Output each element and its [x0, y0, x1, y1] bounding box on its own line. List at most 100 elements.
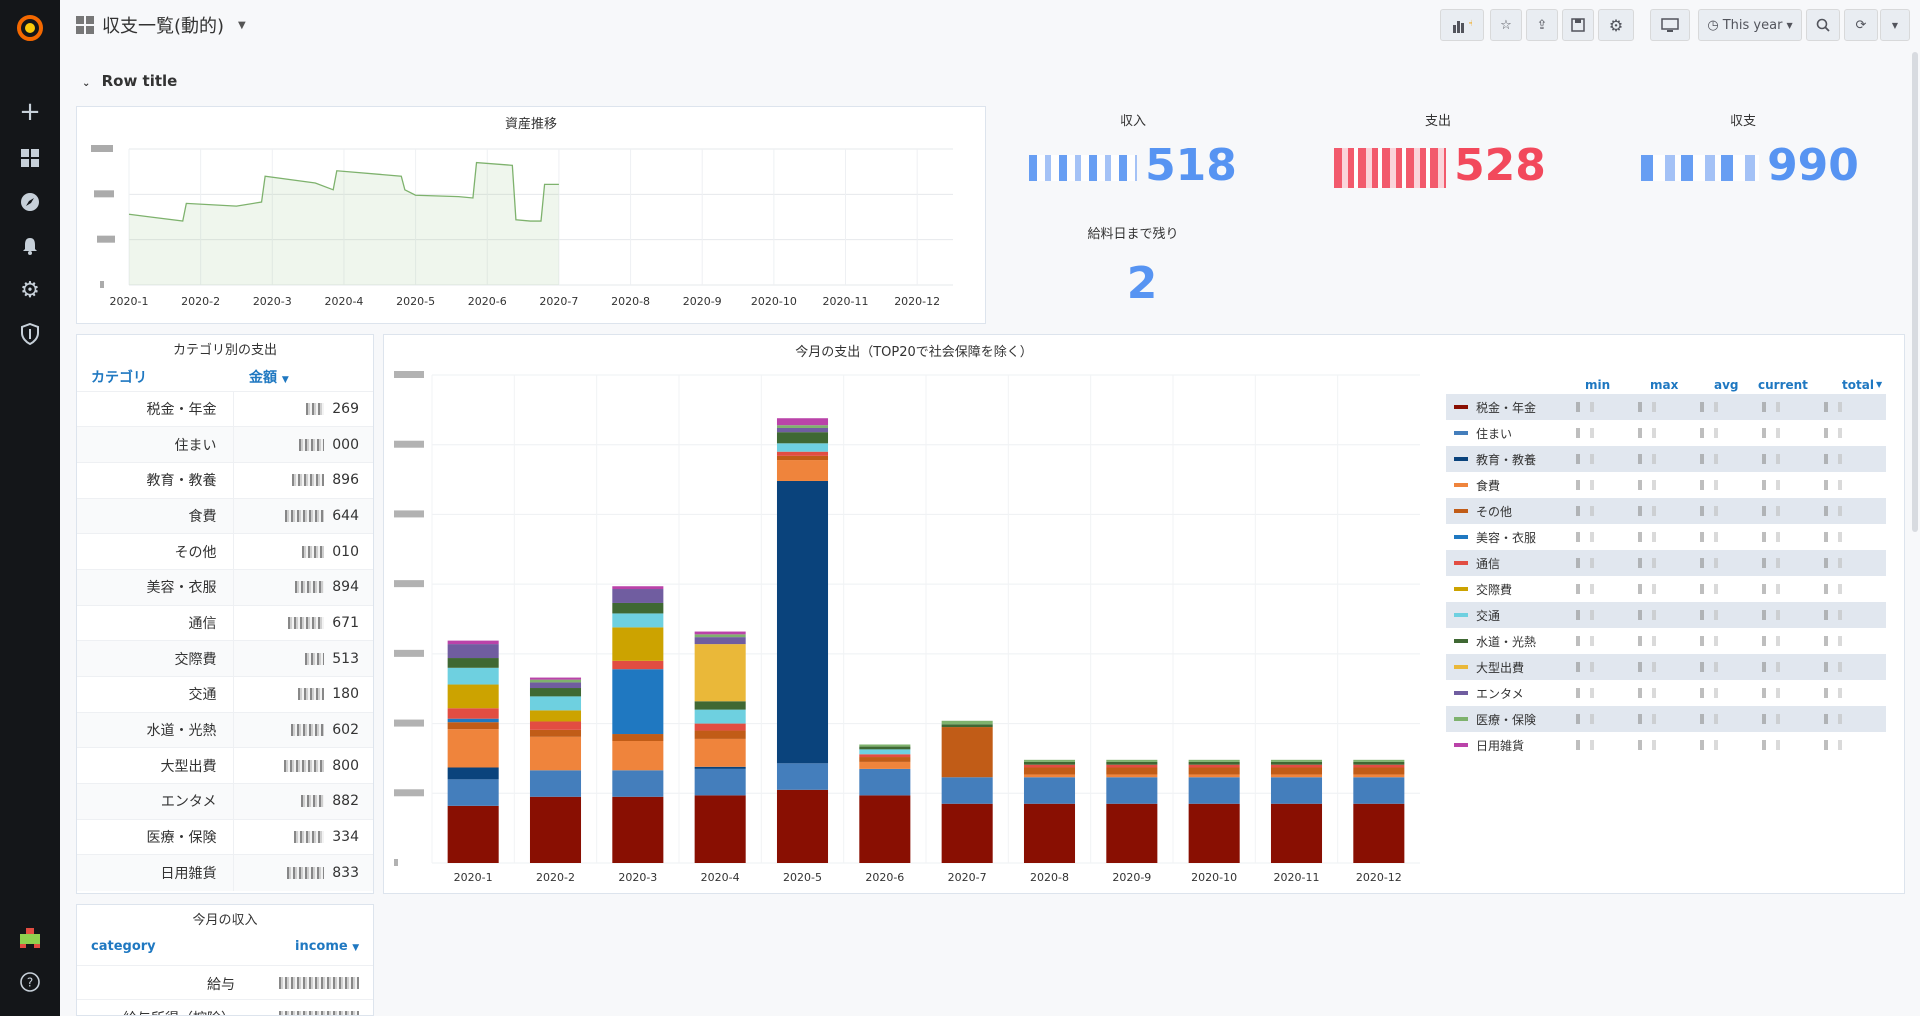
bar-segment[interactable] — [447, 667, 499, 685]
legend-item[interactable]: 日用雑貨 — [1446, 732, 1886, 758]
monthly-income-panel-title[interactable]: 今月の収入 — [192, 913, 258, 928]
bar-segment[interactable] — [1188, 803, 1240, 863]
plus-icon[interactable]: + — [19, 97, 41, 127]
bar-segment[interactable] — [941, 777, 993, 804]
bar-segment[interactable] — [941, 803, 993, 863]
bar-segment[interactable] — [1023, 767, 1076, 775]
category-column-header[interactable]: カテゴリ — [77, 363, 233, 391]
bar-segment[interactable] — [529, 682, 582, 689]
bar-segment[interactable] — [529, 729, 582, 737]
bar-segment[interactable] — [1188, 774, 1240, 778]
bar-segment[interactable] — [1188, 777, 1240, 804]
bar-segment[interactable] — [1353, 803, 1405, 863]
bar-segment[interactable] — [447, 708, 499, 719]
bar-segment[interactable] — [1353, 759, 1405, 762]
bar-segment[interactable] — [612, 741, 664, 771]
bar-segment[interactable] — [694, 644, 746, 702]
row-title[interactable]: ⌄ Row title — [82, 72, 177, 90]
bar-segment[interactable] — [529, 736, 582, 771]
bar-segment[interactable] — [1188, 767, 1240, 775]
bar-segment[interactable] — [447, 644, 499, 659]
bar-segment[interactable] — [1270, 767, 1323, 775]
bar-segment[interactable] — [1270, 777, 1323, 804]
bar-segment[interactable] — [1023, 759, 1076, 762]
bar-segment[interactable] — [694, 637, 746, 645]
bar-segment[interactable] — [447, 684, 499, 709]
time-range-picker[interactable]: ◷ This year ▼ — [1698, 9, 1802, 41]
bar-segment[interactable] — [1023, 774, 1076, 778]
bar-segment[interactable] — [1353, 764, 1405, 768]
bar-segment[interactable] — [694, 730, 746, 739]
bar-segment[interactable] — [776, 460, 829, 481]
bar-segment[interactable] — [859, 761, 911, 769]
avatar[interactable] — [0, 918, 60, 958]
bar-segment[interactable] — [1270, 764, 1323, 768]
legend-item[interactable]: 通信 — [1446, 550, 1886, 576]
legend-header-current[interactable]: current — [1758, 378, 1808, 392]
bar-segment[interactable] — [859, 749, 911, 755]
bar-segment[interactable] — [1270, 759, 1323, 762]
bar-segment[interactable] — [1188, 761, 1240, 765]
gear-icon[interactable]: ⚙ — [20, 277, 40, 303]
bar-segment[interactable] — [447, 767, 499, 780]
bar-segment[interactable] — [612, 589, 664, 603]
bar-segment[interactable] — [694, 709, 746, 724]
income-amount-header[interactable]: income ▼ — [295, 939, 359, 954]
legend-item[interactable]: 税金・年金 — [1446, 394, 1886, 420]
bar-segment[interactable] — [529, 710, 582, 722]
dashboards-icon[interactable] — [0, 138, 60, 178]
bar-segment[interactable] — [612, 627, 664, 661]
bar-segment[interactable] — [447, 722, 499, 730]
legend-item[interactable]: 交際費 — [1446, 576, 1886, 602]
bar-segment[interactable] — [776, 455, 829, 461]
bar-segment[interactable] — [1023, 803, 1076, 863]
tv-mode-button[interactable] — [1650, 9, 1690, 41]
bar-segment[interactable] — [859, 746, 911, 750]
refresh-button[interactable]: ⟳ — [1844, 9, 1878, 41]
bar-segment[interactable] — [941, 724, 993, 728]
bar-segment[interactable] — [612, 660, 664, 670]
bar-segment[interactable] — [776, 427, 829, 433]
bar-segment[interactable] — [694, 766, 746, 769]
bar-segment[interactable] — [859, 795, 911, 863]
bar-segment[interactable] — [447, 805, 499, 863]
bar-segment[interactable] — [447, 718, 499, 723]
legend-item[interactable]: 教育・教養 — [1446, 446, 1886, 472]
bar-segment[interactable] — [1023, 777, 1076, 804]
monthly-expense-panel-title[interactable]: 今月の支出（TOP20で社会保障を除く） — [795, 345, 1033, 360]
bar-segment[interactable] — [776, 480, 829, 764]
bar-segment[interactable] — [859, 754, 911, 758]
star-button[interactable]: ☆ — [1490, 9, 1522, 41]
legend-item[interactable]: 医療・保険 — [1446, 706, 1886, 732]
legend-item[interactable]: 美容・衣服 — [1446, 524, 1886, 550]
legend-header-total[interactable]: total — [1842, 378, 1874, 392]
bar-segment[interactable] — [1353, 767, 1405, 775]
bar-segment[interactable] — [694, 723, 746, 731]
bar-segment[interactable] — [529, 770, 582, 797]
bar-segment[interactable] — [529, 679, 582, 683]
save-button[interactable] — [1562, 9, 1594, 41]
legend-item[interactable]: 大型出費 — [1446, 654, 1886, 680]
bar-segment[interactable] — [694, 631, 746, 635]
bar-segment[interactable] — [694, 795, 746, 863]
bar-segment[interactable] — [776, 763, 829, 790]
bar-segment[interactable] — [776, 443, 829, 452]
bar-segment[interactable] — [776, 418, 829, 426]
bar-segment[interactable] — [529, 796, 582, 863]
bar-segment[interactable] — [776, 432, 829, 444]
bar-segment[interactable] — [1353, 774, 1405, 778]
refresh-interval-dropdown[interactable]: ▼ — [1880, 9, 1910, 41]
income-category-header[interactable]: category — [91, 939, 156, 954]
bar-segment[interactable] — [612, 796, 664, 863]
bar-segment[interactable] — [612, 770, 664, 797]
bar-segment[interactable] — [447, 729, 499, 768]
bar-segment[interactable] — [1106, 759, 1158, 762]
zoom-out-button[interactable] — [1806, 9, 1840, 41]
bar-segment[interactable] — [694, 768, 746, 796]
bar-segment[interactable] — [1270, 761, 1323, 765]
legend-item[interactable]: 水道・光熱 — [1446, 628, 1886, 654]
bar-segment[interactable] — [941, 727, 993, 778]
bar-segment[interactable] — [1106, 803, 1158, 863]
bar-segment[interactable] — [694, 738, 746, 767]
settings-button[interactable]: ⚙ — [1598, 9, 1634, 41]
